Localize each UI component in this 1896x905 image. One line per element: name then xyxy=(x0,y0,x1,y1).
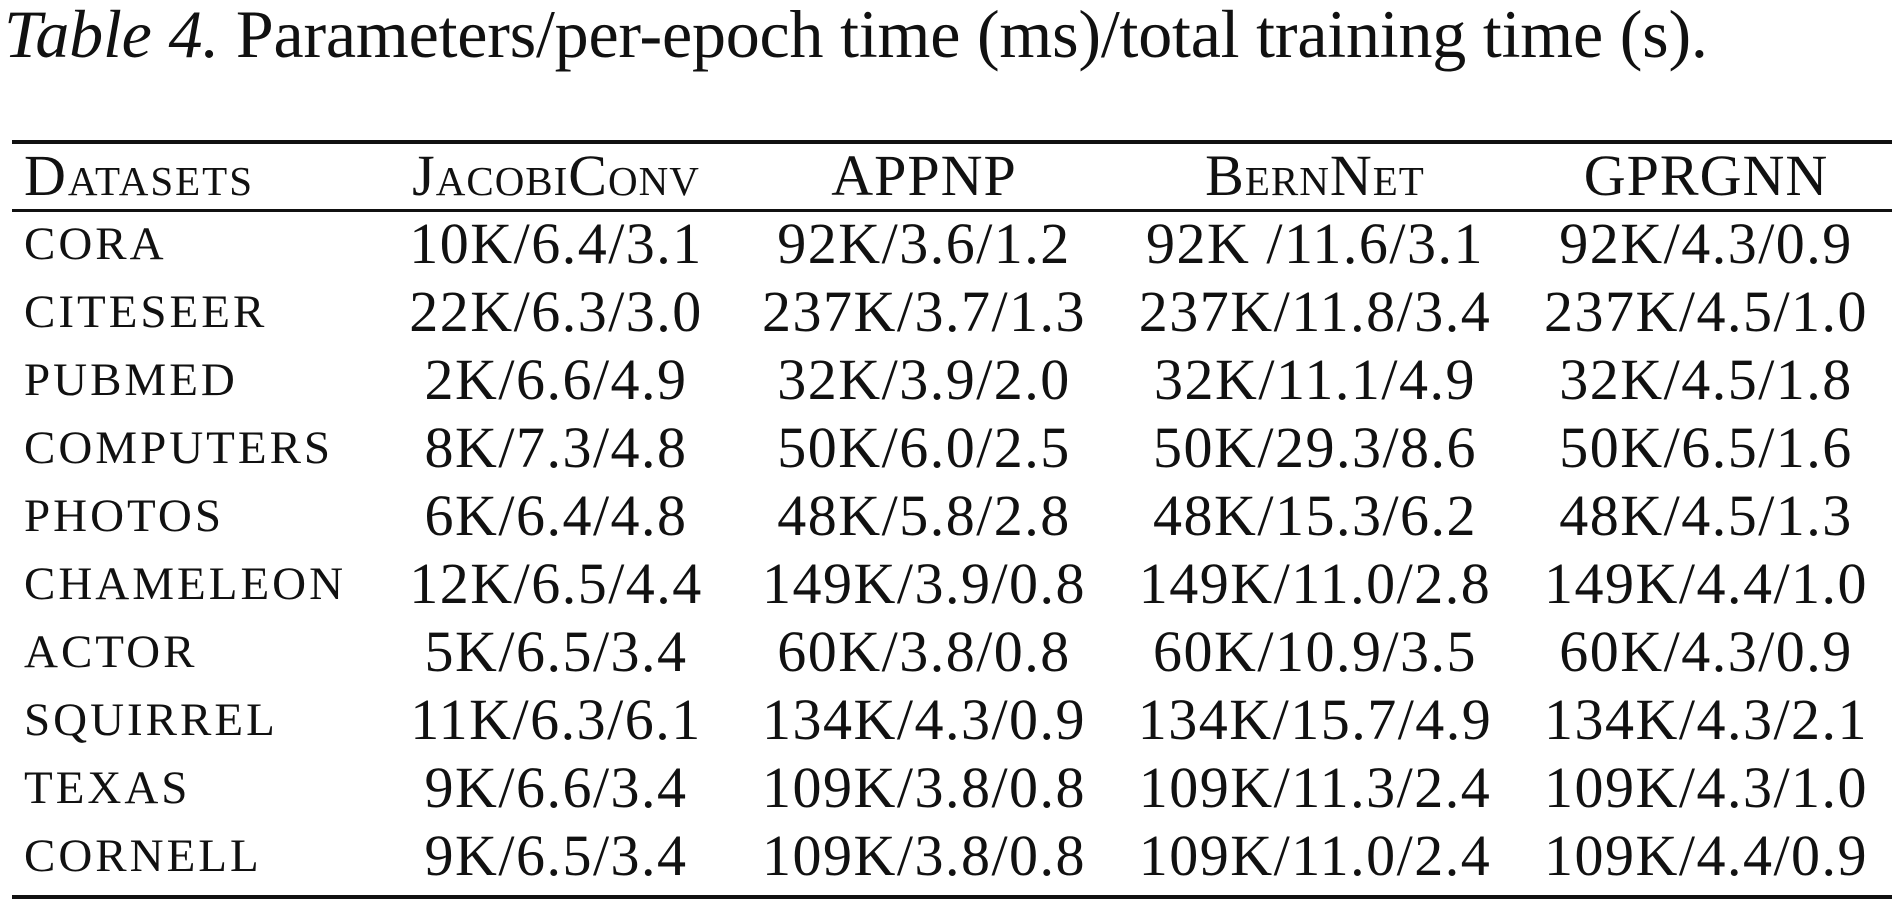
cell-jacobiconv: 10K/6.4/3.1 xyxy=(409,211,703,276)
table-caption: Table 4. Parameters/per-epoch time (ms)/… xyxy=(4,0,1708,68)
dataset-name: PUBMED xyxy=(24,354,238,406)
cell-jacobiconv: 12K/6.5/4.4 xyxy=(409,551,703,616)
cell-jacobiconv: 8K/7.3/4.8 xyxy=(424,415,688,480)
cell-gprgnn: 92K/4.3/0.9 xyxy=(1559,211,1853,276)
cell-jacobiconv: 2K/6.6/4.9 xyxy=(424,347,688,412)
cell-appnp: 60K/3.8/0.8 xyxy=(777,619,1071,684)
cell-bernnet: 32K/11.1/4.9 xyxy=(1154,347,1476,412)
cell-bernnet: 60K/10.9/3.5 xyxy=(1152,619,1478,684)
dataset-name: ACTOR xyxy=(24,626,198,678)
table-header-rule xyxy=(12,209,1892,212)
caption-label: Table 4. xyxy=(4,0,220,72)
cell-appnp: 32K/3.9/2.0 xyxy=(777,347,1071,412)
dataset-name: PHOTOS xyxy=(24,490,224,542)
cell-appnp: 109K/3.8/0.8 xyxy=(761,755,1087,820)
cell-jacobiconv: 6K/6.4/4.8 xyxy=(424,483,688,548)
table-row: ACTOR 5K/6.5/3.4 60K/3.8/0.8 60K/10.9/3.… xyxy=(12,622,1892,682)
dataset-name: CHAMELEON xyxy=(24,558,347,610)
cell-bernnet: 48K/15.3/6.2 xyxy=(1152,483,1478,548)
cell-jacobiconv: 11K/6.3/6.1 xyxy=(410,687,702,752)
table-row: PUBMED 2K/6.6/4.9 32K/3.9/2.0 32K/11.1/4… xyxy=(12,350,1892,410)
cell-appnp: 50K/6.0/2.5 xyxy=(777,415,1071,480)
dataset-name: SQUIRREL xyxy=(24,694,278,746)
cell-appnp: 109K/3.8/0.8 xyxy=(761,823,1087,888)
dataset-name: COMPUTERS xyxy=(24,422,334,474)
cell-gprgnn: 149K/4.4/1.0 xyxy=(1543,551,1869,616)
cell-gprgnn: 237K/4.5/1.0 xyxy=(1543,279,1869,344)
cell-bernnet: 149K/11.0/2.8 xyxy=(1138,551,1492,616)
table-row: CITESEER 22K/6.3/3.0 237K/3.7/1.3 237K/1… xyxy=(12,282,1892,342)
table-header-row: Datasets JacobiConv APPNP BernNet GPRGNN xyxy=(12,146,1892,206)
table-row: SQUIRREL 11K/6.3/6.1 134K/4.3/0.9 134K/1… xyxy=(12,690,1892,750)
cell-appnp: 48K/5.8/2.8 xyxy=(777,483,1071,548)
header-gprgnn: GPRGNN xyxy=(1583,143,1829,208)
cell-bernnet: 237K/11.8/3.4 xyxy=(1138,279,1492,344)
table-row: CORA 10K/6.4/3.1 92K/3.6/1.2 92K /11.6/3… xyxy=(12,214,1892,274)
cell-gprgnn: 48K/4.5/1.3 xyxy=(1559,483,1853,548)
cell-appnp: 92K/3.6/1.2 xyxy=(777,211,1071,276)
table-top-rule xyxy=(12,140,1892,144)
caption-text: Parameters/per-epoch time (ms)/total tra… xyxy=(235,0,1708,72)
table-row: CORNELL 9K/6.5/3.4 109K/3.8/0.8 109K/11.… xyxy=(12,826,1892,886)
table-row: CHAMELEON 12K/6.5/4.4 149K/3.9/0.8 149K/… xyxy=(12,554,1892,614)
cell-bernnet: 50K/29.3/8.6 xyxy=(1152,415,1478,480)
header-datasets: Datasets xyxy=(24,143,255,208)
dataset-name: TEXAS xyxy=(24,762,191,814)
cell-bernnet: 109K/11.0/2.4 xyxy=(1138,823,1492,888)
header-jacobiconv: JacobiConv xyxy=(412,143,700,208)
cell-gprgnn: 134K/4.3/2.1 xyxy=(1543,687,1869,752)
dataset-name: CORNELL xyxy=(24,830,262,882)
dataset-name: CORA xyxy=(24,218,167,270)
cell-bernnet: 109K/11.3/2.4 xyxy=(1138,755,1492,820)
cell-bernnet: 92K /11.6/3.1 xyxy=(1146,211,1484,276)
header-appnp: APPNP xyxy=(831,143,1017,208)
cell-gprgnn: 50K/6.5/1.6 xyxy=(1559,415,1853,480)
cell-jacobiconv: 5K/6.5/3.4 xyxy=(424,619,688,684)
cell-appnp: 237K/3.7/1.3 xyxy=(761,279,1087,344)
cell-gprgnn: 109K/4.4/0.9 xyxy=(1543,823,1869,888)
dataset-name: CITESEER xyxy=(24,286,268,338)
cell-appnp: 149K/3.9/0.8 xyxy=(761,551,1087,616)
cell-gprgnn: 32K/4.5/1.8 xyxy=(1559,347,1853,412)
cell-jacobiconv: 9K/6.6/3.4 xyxy=(424,755,688,820)
cell-gprgnn: 60K/4.3/0.9 xyxy=(1559,619,1853,684)
cell-jacobiconv: 22K/6.3/3.0 xyxy=(409,279,703,344)
table-row: PHOTOS 6K/6.4/4.8 48K/5.8/2.8 48K/15.3/6… xyxy=(12,486,1892,546)
table-row: TEXAS 9K/6.6/3.4 109K/3.8/0.8 109K/11.3/… xyxy=(12,758,1892,818)
header-bernnet: BernNet xyxy=(1205,143,1425,208)
table-bottom-rule xyxy=(12,895,1892,899)
cell-gprgnn: 109K/4.3/1.0 xyxy=(1543,755,1869,820)
table-row: COMPUTERS 8K/7.3/4.8 50K/6.0/2.5 50K/29.… xyxy=(12,418,1892,478)
cell-appnp: 134K/4.3/0.9 xyxy=(761,687,1087,752)
cell-jacobiconv: 9K/6.5/3.4 xyxy=(424,823,688,888)
cell-bernnet: 134K/15.7/4.9 xyxy=(1137,687,1493,752)
